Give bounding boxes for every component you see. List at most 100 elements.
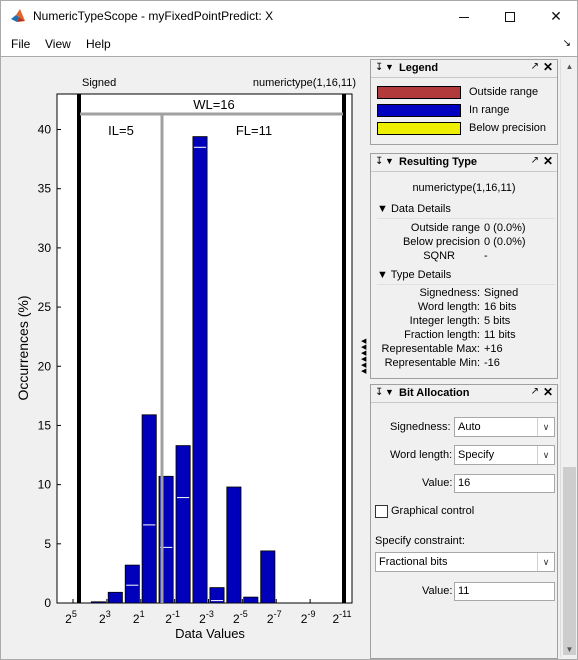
word-length-number-label: Value: (422, 477, 453, 489)
pin-icon[interactable]: ↧ (375, 387, 384, 398)
y-tick-label: 35 (38, 182, 52, 196)
pin-icon[interactable]: ↧ (375, 156, 384, 167)
x-tick-label: 2-7 (267, 609, 282, 626)
close-icon[interactable]: ✕ (542, 154, 553, 168)
signedness-value: Auto (458, 421, 481, 433)
matlab-app-icon (11, 9, 25, 22)
detail-label: SQNR (423, 250, 455, 262)
resulting-type-header[interactable]: ↧ ▼ Resulting Type ↗ ✕ (371, 154, 557, 172)
menu-file[interactable]: File (11, 37, 31, 51)
detail-value: 5 bits (484, 315, 511, 327)
chevron-down-icon: ∨ (537, 446, 554, 464)
pin-icon[interactable]: ↧ (375, 62, 384, 73)
word-length-select[interactable]: Specify ∨ (454, 445, 555, 465)
word-length-label: Word length: (390, 449, 453, 461)
close-icon[interactable]: ✕ (542, 60, 553, 74)
panel-splitter[interactable]: ◀ ◀ ◀ ◀ ◀ ◀ (361, 338, 367, 375)
numerictype-label: numerictype(1,16,11) (253, 77, 356, 89)
detail-row: Signedness: Signed (377, 287, 555, 301)
bit-allocation-title: Bit Allocation (399, 387, 470, 399)
data-details-toggle[interactable]: ▼ Data Details (377, 203, 451, 215)
y-axis-label: Occurrences (%) (15, 295, 31, 400)
signedness-label: Signedness: (390, 421, 451, 433)
y-tick-label: 10 (38, 478, 52, 492)
scrollbar-thumb[interactable] (563, 467, 576, 655)
wl-label: WL=16 (193, 97, 235, 112)
scroll-up-icon[interactable]: ▲ (565, 62, 574, 71)
graphical-control-label: Graphical control (391, 505, 475, 517)
detail-value: +16 (484, 343, 503, 355)
histogram-bar (107, 591, 123, 604)
minimize-button[interactable] (441, 1, 487, 32)
x-tick-label: 2-5 (233, 609, 248, 626)
y-tick-label: 40 (38, 123, 52, 137)
detail-value: Signed (484, 287, 519, 299)
x-tick-label: 25 (65, 609, 77, 626)
il-label: IL=5 (108, 123, 134, 138)
data-details-title: Data Details (390, 203, 451, 215)
detail-label: Word length: (417, 301, 480, 313)
detail-row: Representable Max: +16 (377, 343, 555, 357)
x-tick-label: 23 (99, 609, 111, 626)
histogram-bar (124, 564, 140, 604)
x-tick-label: 2-1 (165, 609, 180, 626)
graphical-control-checkbox[interactable] (375, 505, 388, 518)
histogram-bar (175, 445, 191, 604)
y-tick-label: 0 (44, 596, 51, 610)
constraint-select[interactable]: Fractional bits ∨ (375, 552, 555, 572)
signedness-select[interactable]: Auto ∨ (454, 417, 555, 437)
x-axis-label: Data Values (175, 626, 245, 641)
y-tick-label: 15 (38, 418, 52, 432)
undock-icon[interactable]: ↗ (530, 386, 539, 397)
detail-row: Word length: 16 bits (377, 301, 555, 315)
constraint-label: Specify constraint: (375, 535, 465, 547)
undock-icon[interactable]: ↗ (530, 61, 539, 72)
chevron-down-icon: ∨ (537, 553, 554, 571)
type-details-title: Type Details (390, 269, 452, 281)
y-tick-label: 25 (38, 300, 52, 314)
detail-value: 11 bits (484, 329, 516, 341)
legend-header[interactable]: ↧ ▼ Legend ↗ ✕ (371, 60, 557, 78)
menu-view[interactable]: View (45, 37, 71, 51)
fl-label: FL=11 (236, 123, 272, 138)
collapse-icon[interactable]: ▼ (385, 62, 394, 72)
constraint-value: Fractional bits (379, 556, 448, 568)
scroll-down-icon[interactable]: ▼ (565, 645, 574, 654)
x-tick-label: 2-3 (199, 609, 214, 626)
dock-arrow-icon[interactable]: ↘ (562, 38, 571, 49)
legend-title: Legend (399, 62, 439, 74)
chevron-down-icon: ∨ (537, 418, 554, 436)
detail-label: Signedness: (419, 287, 480, 299)
collapse-icon[interactable]: ▼ (385, 156, 394, 166)
close-icon[interactable]: ✕ (542, 385, 553, 399)
x-tick-label: 21 (133, 609, 145, 626)
window-title: NumericTypeScope - myFixedPointPredict: … (33, 9, 274, 23)
detail-row: Representable Min: -16 (377, 357, 555, 371)
x-tick-label: 2-9 (301, 609, 316, 626)
word-length-input[interactable]: 16 (454, 474, 555, 493)
detail-value: 0 (0.0%) (484, 222, 526, 234)
detail-label: Integer length: (409, 315, 480, 327)
constraint-input[interactable]: 11 (454, 582, 555, 601)
undock-icon[interactable]: ↗ (530, 155, 539, 166)
detail-value: 0 (0.0%) (484, 236, 526, 248)
y-tick-label: 30 (38, 241, 52, 255)
vertical-scrollbar[interactable]: ▲ ▼ (560, 59, 577, 657)
y-tick-label: 20 (38, 359, 52, 373)
detail-row: Below precision 0 (0.0%) (377, 236, 555, 250)
legend-label: Below precision (469, 122, 547, 134)
maximize-button[interactable] (487, 1, 533, 32)
bit-allocation-header[interactable]: ↧ ▼ Bit Allocation ↗ ✕ (371, 385, 557, 403)
scope-content: 0 5 10 15 20 25 30 35 40 25 23 21 2-1 2-3 2-5 2-7 2-9 2-… (0, 56, 578, 660)
collapse-icon[interactable]: ▼ (385, 387, 394, 397)
histogram-bar (243, 596, 259, 604)
menu-help[interactable]: Help (86, 37, 111, 51)
close-icon: ✕ (550, 8, 562, 24)
type-details-toggle[interactable]: ▼ Type Details (377, 269, 452, 281)
signed-label: Signed (82, 77, 116, 89)
in-range-swatch (377, 104, 461, 117)
detail-value: -16 (484, 357, 500, 369)
close-window-button[interactable]: ✕ (533, 1, 578, 32)
maximize-icon (505, 12, 515, 23)
detail-row: Outside range 0 (0.0%) (377, 222, 555, 236)
